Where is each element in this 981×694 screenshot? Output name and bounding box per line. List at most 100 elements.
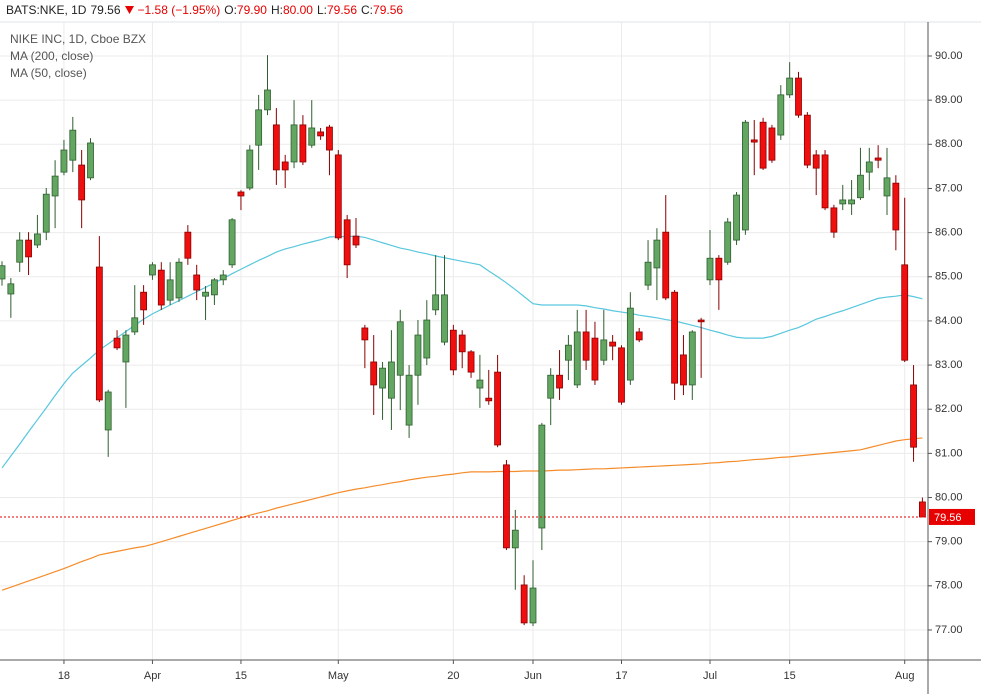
ohlc-value: 79.90 [236,3,267,17]
candle-body [361,327,369,341]
ohlc-value: 79.56 [373,3,404,17]
candle-body [299,124,307,163]
candle-body [246,149,254,189]
candle-body [281,161,289,171]
ohlc-value: 80.00 [282,3,313,17]
candle-body [467,351,475,373]
candle-body [573,331,581,386]
candle-body [511,529,519,549]
candle-body [742,121,749,231]
ma-line [1,235,923,469]
candle-body [857,174,864,199]
candle-body [255,109,263,146]
candle-body [644,261,652,286]
candle-body [140,291,148,311]
candle-body [326,126,333,151]
legend-entry: MA (50, close) [10,66,87,80]
candle-body [848,199,855,205]
candle-body [680,354,687,386]
candle-body [432,294,440,311]
x-tick-label: Jun [524,670,542,682]
candle-body [688,331,696,386]
y-tick-label: 82.00 [935,403,963,415]
candle-body [618,347,625,403]
ohlc-label: H: [270,3,283,17]
price: 79.56 [90,3,121,17]
candle-body [812,154,820,169]
candle-body [503,464,510,549]
candle-body [458,334,466,353]
candle-body [175,261,183,299]
candle-body [830,207,838,233]
candle-body [34,233,41,246]
candle-body [69,129,77,161]
candle-body [839,199,847,205]
y-tick-label: 80.00 [935,491,963,503]
candle-body [777,94,785,136]
candle-body [662,231,670,299]
candle-body [520,584,528,624]
candle-body [122,334,130,363]
candle-body [706,257,714,281]
candle-body [95,266,103,401]
candle-body [42,193,50,233]
candle-body [556,374,563,389]
candle-body [715,257,723,281]
candle-body [308,127,316,146]
y-tick-label: 85.00 [935,271,963,283]
candle-body [919,501,926,518]
x-tick-label: Aug [895,670,915,682]
candle-body [547,374,555,399]
y-tick-label: 88.00 [935,138,963,150]
candle-body [387,361,395,399]
ma-line [1,437,923,591]
candle-body [379,367,386,389]
candle-body [25,239,32,258]
ohlc-label: L: [316,3,327,17]
candle-body [113,337,121,349]
candle-body [219,274,227,281]
candle-body [104,391,112,431]
candle-body [202,291,209,297]
x-tick-label: 20 [447,670,459,682]
x-tick-label: 15 [235,670,247,682]
candle-body [405,374,413,426]
candle-body [7,283,15,295]
symbol: BATS:NKE, 1D [6,3,87,17]
candle-body [396,321,404,376]
candle-body [149,264,156,276]
candle-body [370,361,378,386]
candle-body [237,191,245,197]
candle-body [529,587,537,624]
candle-body [865,161,873,173]
y-tick-label: 83.00 [935,359,963,371]
last-price-box [929,508,975,525]
y-tick-label: 87.00 [935,182,963,194]
candle-body [441,294,448,343]
candle-body [414,334,422,376]
candle-body [476,379,484,389]
candle-body [51,175,59,197]
candle-body [166,279,174,301]
candle-body [317,131,325,137]
candle-body [565,344,572,361]
header: BATS:NKE, 1D 79.56 −1.58 (−1.95%) O: 79.9… [6,3,403,17]
legend-entry: MA (200, close) [10,49,93,63]
x-tick-label: Jul [703,670,717,682]
y-tick-label: 89.00 [935,94,963,106]
candle-body [786,77,794,96]
x-tick-label: 17 [615,670,627,682]
ohlc-label: C: [361,3,374,17]
candle-body [538,424,546,529]
candle-body [16,239,24,263]
down-arrow [124,6,134,14]
candle-body [0,265,6,280]
candle-body [485,397,493,402]
candle-body [582,331,590,361]
candle-body [901,264,909,361]
candle-body [290,124,298,163]
y-tick-label: 78.00 [935,580,963,592]
candle-body [423,319,431,359]
candle-body [795,77,802,116]
